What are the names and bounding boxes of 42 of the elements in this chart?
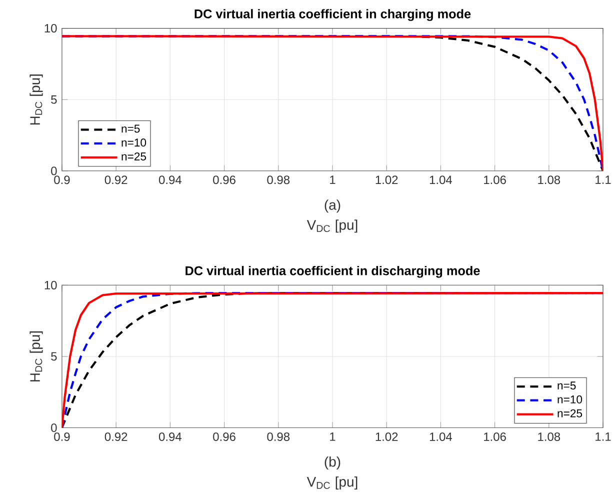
x-tick-label: 0.96 [213,432,236,441]
x-tick-label: 0.9 [54,432,70,441]
y-tick-label: 10 [44,24,57,32]
x-tick-label: 1.1 [596,175,611,184]
y-axis-title: H$_{DC}$ [pu] [30,74,43,124]
x-tick-label: 1 [330,175,336,184]
x-tick-label: 0.98 [267,432,290,441]
legend-label: n=5 [558,381,576,390]
chart-title: DC virtual inertia coefficient in discharging mode [186,266,480,278]
x-axis-title: V$_{DC}$ [pu] [306,219,358,232]
x-tick-label: 0.96 [213,175,236,184]
legend-label: n=5 [122,124,140,132]
legend-label: n=10 [558,395,582,404]
text: (a) [324,199,340,212]
y-tick-label: 10 [44,280,57,290]
y-tick-label: 5 [51,352,57,360]
x-tick-label: 1.08 [538,175,560,184]
x-tick-label: 0.92 [104,432,128,441]
chart-title: DC virtual inertia coefficient in charging mode [194,8,471,21]
x-tick-label: 1.02 [376,432,398,441]
legend-label: n=10 [122,138,146,146]
y-tick-label: 0 [51,423,57,432]
x-tick-label: 1.02 [376,175,398,184]
text: (b) [324,456,340,470]
x-tick-label: 1.1 [596,432,611,441]
x-axis-title: V$_{DC}$ [pu] [306,476,358,490]
x-tick-label: 1.04 [430,175,452,184]
x-tick-label: 1 [330,432,336,441]
y-tick-label: 0 [51,166,57,175]
x-tick-label: 1.04 [430,432,452,441]
x-tick-label: 0.92 [104,175,128,184]
y-tick-label: 5 [51,95,57,104]
x-tick-label: 0.9 [54,175,70,184]
x-tick-label: 0.94 [158,432,182,441]
x-tick-label: 0.98 [267,175,290,184]
legend-label: n=25 [558,409,582,418]
legend-label: n=25 [122,152,146,160]
x-tick-label: 0.94 [158,175,182,184]
x-tick-label: 1.06 [484,175,506,184]
x-tick-label: 1.08 [538,432,560,441]
x-tick-label: 1.06 [484,432,506,441]
y-axis-title: H$_{DC}$ [pu] [30,331,43,382]
